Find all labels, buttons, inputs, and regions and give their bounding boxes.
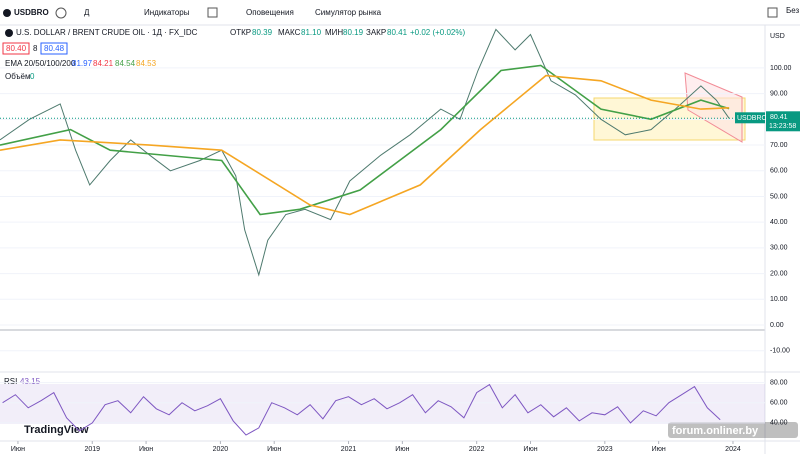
site: forum.onliner.by [672, 425, 759, 437]
alerts[interactable]: Оповещения [246, 8, 294, 17]
y-tick-label: -10.00 [770, 348, 790, 355]
y-tick-label: 40.00 [770, 420, 788, 427]
toolbar [0, 0, 800, 25]
low: 80.19 [343, 28, 364, 37]
ema-50: 84.21 [93, 59, 114, 68]
y-tick-label: 40.00 [770, 219, 788, 226]
y-tick-label: 80.00 [770, 379, 788, 386]
volume-label: Объём [5, 72, 31, 81]
symbol-icon [3, 9, 11, 17]
symbol-tag-box [735, 112, 765, 124]
symbol-tag: USDBRO [737, 115, 768, 122]
legend-title: U.S. DOLLAR / BRENT CRUDE OIL · 1Д · FX_… [16, 28, 198, 37]
x-tick-label: Июн [395, 446, 409, 453]
channel-drawing[interactable] [684, 72, 743, 143]
high-label: МАКС [278, 28, 301, 37]
y-tick-label: 30.00 [770, 245, 788, 252]
change: +0.02 (+0.02%) [410, 28, 465, 37]
close-label: ЗАКР [366, 28, 386, 37]
x-tick-label: Июн [139, 446, 153, 453]
open: 80.39 [252, 28, 273, 37]
x-tick-label: Июн [11, 446, 25, 453]
replay[interactable]: Симулятор рынка [315, 8, 382, 17]
rsi-label: RSI [4, 377, 17, 386]
timer: 13:23:58 [769, 123, 796, 130]
right-label[interactable]: Без [786, 6, 800, 15]
site-badge [668, 422, 798, 438]
layouts[interactable] [207, 7, 218, 18]
series-line [0, 64, 730, 216]
y-tick-label: 60.00 [770, 400, 788, 407]
symbol[interactable]: USDBRO [14, 8, 49, 17]
legend-icon [5, 29, 13, 37]
spread: 8 [33, 44, 38, 53]
ask-box[interactable] [40, 42, 68, 55]
high: 81.10 [301, 28, 322, 37]
last-price: 80.41 [770, 114, 788, 121]
ema-20: 81.97 [72, 59, 93, 68]
currency: USD [770, 33, 785, 40]
x-tick-label: 2021 [341, 446, 357, 453]
ema-label: EMA 20/50/100/200 [5, 59, 76, 68]
x-tick-label: Июн [267, 446, 281, 453]
x-tick-label: Июн [652, 446, 666, 453]
price-label-box [766, 111, 800, 132]
bid-box[interactable] [2, 42, 30, 55]
x-tick-label: 2024 [725, 446, 741, 453]
x-tick-label: 2023 [597, 446, 613, 453]
x-tick-label: Июн [523, 446, 537, 453]
x-tick-label: 2020 [213, 446, 229, 453]
y-tick-label: 0.00 [770, 322, 784, 329]
y-tick-label: 90.00 [770, 90, 788, 97]
open-label: ОТКР [230, 28, 251, 37]
y-tick-label: 100.00 [770, 65, 792, 72]
rsi-value: 43.15 [20, 377, 41, 386]
y-tick-label: 20.00 [770, 270, 788, 277]
series-line [2, 383, 721, 436]
indicators[interactable]: Индикаторы [144, 8, 190, 17]
x-tick-label: 2019 [84, 446, 100, 453]
low-label: МИН [325, 28, 343, 37]
y-tick-label: 10.00 [770, 296, 788, 303]
y-tick-label: 50.00 [770, 193, 788, 200]
close: 80.41 [387, 28, 408, 37]
add-symbol[interactable] [55, 7, 67, 19]
x-tick-label: 2022 [469, 446, 485, 453]
ema-200: 84.53 [136, 59, 157, 68]
bid[interactable]: 80.40 [6, 44, 27, 53]
ema-100: 84.54 [115, 59, 136, 68]
y-tick-label: 70.00 [770, 142, 788, 149]
rsi-band [0, 384, 765, 424]
ask[interactable]: 80.48 [44, 44, 65, 53]
series-line [0, 74, 730, 216]
y-tick-label: 60.00 [770, 168, 788, 175]
interval[interactable]: Д [84, 8, 90, 17]
volume: 0 [30, 72, 35, 81]
watermark: TradingView [24, 424, 89, 436]
checkbox[interactable] [767, 7, 778, 18]
